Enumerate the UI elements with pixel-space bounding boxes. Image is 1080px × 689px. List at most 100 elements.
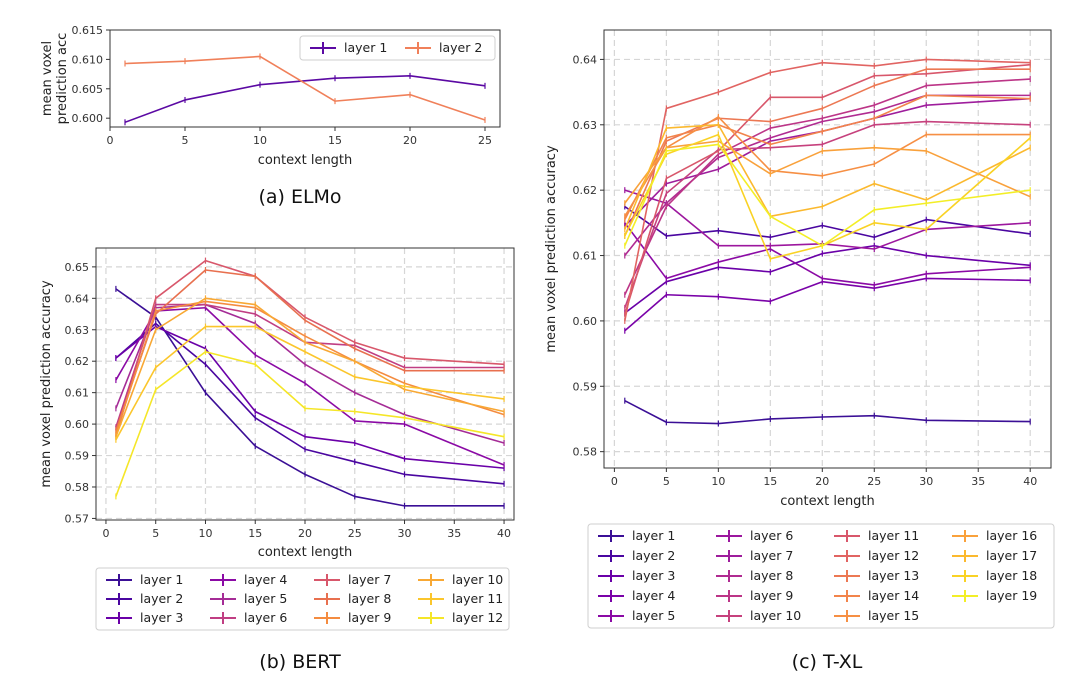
- legend-item: layer 3: [106, 610, 183, 625]
- y-axis-label: mean voxelprediction acc: [40, 33, 70, 125]
- y-tick-label: 0.610: [72, 53, 104, 66]
- y-tick-label: 0.63: [573, 119, 598, 132]
- x-tick-label: 10: [253, 134, 267, 147]
- series-layer-12: [115, 348, 505, 500]
- legend-label: layer 4: [632, 588, 675, 603]
- series-line: [624, 140, 1031, 204]
- x-tick-label: 15: [248, 527, 262, 540]
- series-layer-1: [624, 397, 1031, 427]
- series-line: [115, 306, 505, 466]
- series-line: [624, 189, 1031, 250]
- legend-item: layer 1: [598, 528, 675, 543]
- series-layer-12: [624, 56, 1031, 324]
- legend-box: [95, 567, 510, 631]
- series-line: [624, 116, 1031, 217]
- y-tick-label: 0.59: [65, 450, 90, 463]
- legend-label: layer 4: [244, 572, 287, 587]
- x-tick-label: 0: [611, 475, 618, 488]
- legend-item: layer 12: [834, 548, 919, 563]
- legend-label: layer 1: [344, 40, 387, 55]
- series-line: [624, 205, 1031, 239]
- x-tick-label: 5: [663, 475, 670, 488]
- legend-item: layer 13: [834, 568, 919, 583]
- series-layer-11: [624, 61, 1031, 318]
- series-line: [624, 68, 1031, 237]
- legend-item: layer 9: [716, 588, 793, 603]
- series-line: [115, 303, 505, 428]
- x-axis-label: context length: [258, 545, 353, 560]
- y-tick-label: 0.615: [72, 24, 104, 37]
- legend-item: layer 8: [716, 568, 793, 583]
- series-line: [124, 75, 486, 124]
- legend-label: layer 16: [986, 528, 1037, 543]
- series-layer-10: [624, 118, 1031, 311]
- y-tick-label: 0.62: [65, 355, 90, 368]
- y-tick-label: 0.61: [65, 387, 90, 400]
- x-tick-label: 40: [497, 527, 511, 540]
- series-line: [115, 303, 505, 444]
- legend: layer 1 layer 2 layer 3 layer 4 layer 5 layer…: [95, 567, 510, 631]
- legend-item: layer 18: [952, 568, 1037, 583]
- y-tick-label: 0.62: [573, 184, 598, 197]
- series-layer-6: [115, 301, 505, 431]
- series-layer-5: [624, 219, 1031, 288]
- series-layer-7: [115, 257, 505, 440]
- legend-item: layer 2: [598, 548, 675, 563]
- legend-label: layer 10: [452, 572, 503, 587]
- legend-box: [587, 523, 1055, 629]
- x-tick-label: 20: [815, 475, 829, 488]
- x-tick-label: 25: [348, 527, 362, 540]
- x-tick-label: 30: [919, 475, 933, 488]
- series-layer-2: [124, 53, 486, 123]
- y-tick-label: 0.64: [573, 53, 598, 66]
- series-line: [624, 133, 1031, 260]
- x-tick-label: 5: [152, 527, 159, 540]
- legend-item: layer 16: [952, 528, 1037, 543]
- x-axis-label: context length: [258, 153, 353, 168]
- series-line: [624, 123, 1031, 230]
- legend-label: layer 9: [348, 610, 391, 625]
- series-line: [124, 55, 486, 121]
- legend-label: layer 17: [986, 548, 1037, 563]
- y-tick-label: 0.60: [65, 418, 90, 431]
- series-line: [624, 94, 1031, 257]
- x-tick-label: 20: [403, 134, 417, 147]
- series-line: [624, 63, 1031, 315]
- legend: layer 1 layer 2: [299, 35, 496, 61]
- legend-item: layer 5: [598, 608, 675, 623]
- legend-item: layer 2: [405, 40, 482, 55]
- y-tick-label: 0.61: [573, 250, 598, 263]
- legend-item: layer 4: [210, 572, 287, 587]
- legend-label: layer 2: [439, 40, 482, 55]
- x-tick-label: 30: [398, 527, 412, 540]
- legend-label: layer 14: [868, 588, 919, 603]
- legend-label: layer 6: [244, 610, 287, 625]
- series-line: [624, 78, 1031, 296]
- legend-item: layer 1: [310, 40, 387, 55]
- y-tick-label: 0.63: [65, 324, 90, 337]
- x-tick-label: 0: [102, 527, 109, 540]
- chart-caption: (a) ELMo: [258, 186, 341, 208]
- series-layer-19: [624, 141, 1031, 249]
- legend-item: layer 17: [952, 548, 1037, 563]
- legend-label: layer 15: [868, 608, 919, 623]
- legend-item: layer 11: [418, 591, 503, 606]
- series-line: [624, 399, 1031, 425]
- legend-label: layer 3: [140, 610, 183, 625]
- chart-panel-3: 0 5 10 15 20 25 30 35 40 0.58 0.59 0.60 0.61 0.62 0.63…: [544, 29, 1055, 673]
- legend-label: layer 1: [632, 528, 675, 543]
- series-line: [115, 288, 505, 507]
- series-line: [624, 97, 1031, 227]
- x-tick-label: 35: [447, 527, 461, 540]
- x-tick-label: 40: [1023, 475, 1037, 488]
- legend-item: layer 19: [952, 588, 1037, 603]
- legend-label: layer 6: [750, 528, 793, 543]
- series-layer-11: [115, 323, 505, 443]
- x-tick-label: 15: [763, 475, 777, 488]
- legend-item: layer 1: [106, 572, 183, 587]
- y-axis-label: mean voxel prediction accuracy: [39, 280, 54, 488]
- series-line: [115, 322, 505, 485]
- series-line: [624, 244, 1031, 314]
- series-line: [115, 269, 505, 431]
- series-line: [624, 94, 1031, 220]
